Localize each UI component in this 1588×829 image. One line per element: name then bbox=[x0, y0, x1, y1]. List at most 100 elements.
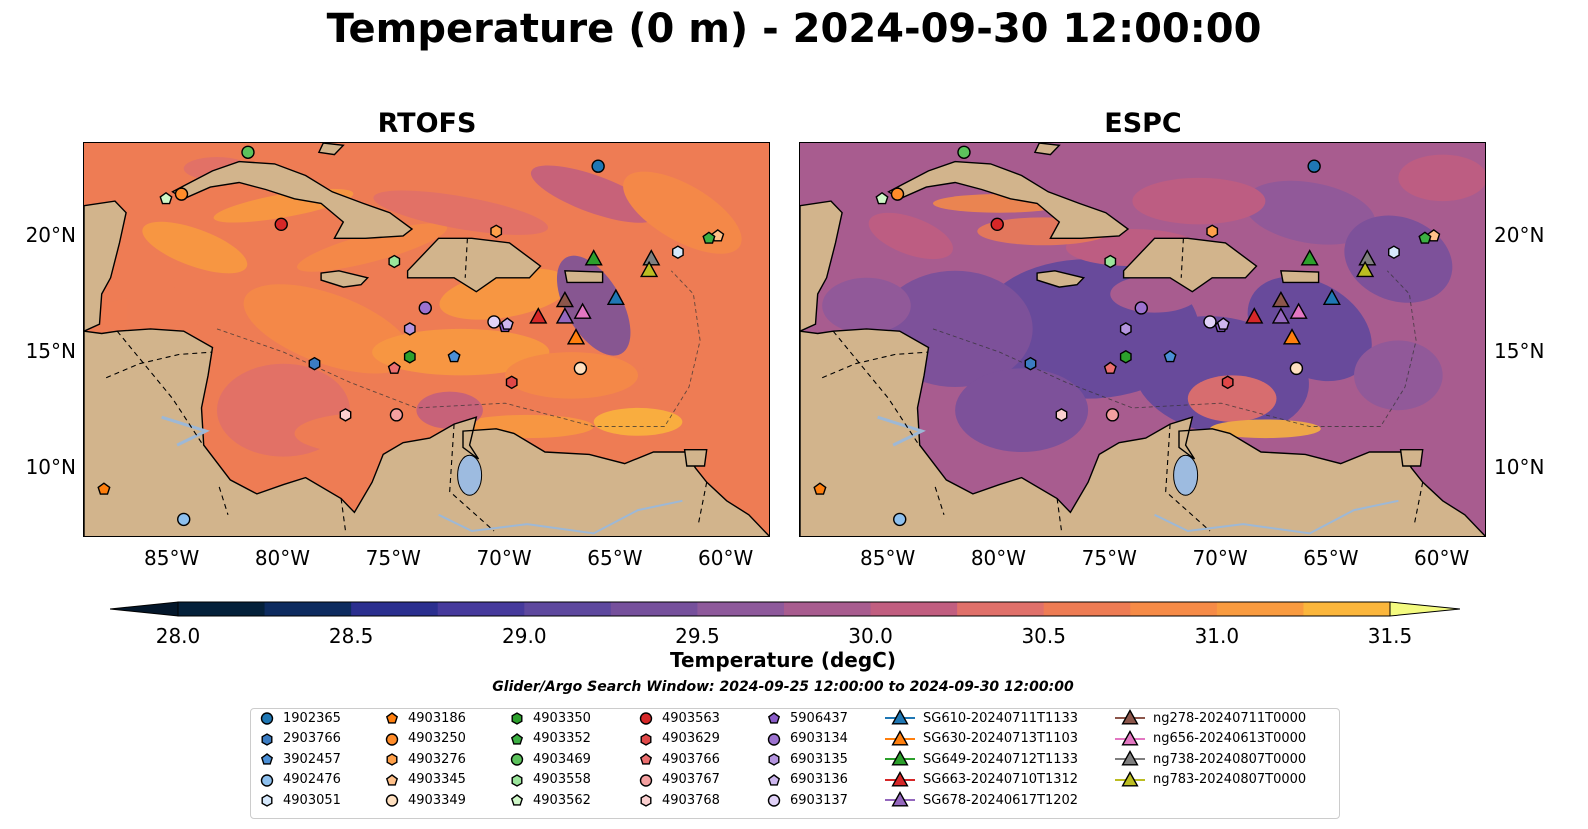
legend-marker-pentagon bbox=[767, 773, 781, 786]
marker-ng738-20240807T0000 bbox=[1358, 249, 1377, 266]
colorbar-segment bbox=[610, 602, 698, 616]
country-border bbox=[832, 330, 918, 444]
legend-marker-hexagon bbox=[768, 753, 780, 766]
marker-4903558 bbox=[388, 254, 401, 269]
legend-item: 4903345 bbox=[384, 770, 466, 790]
lon-tick-label: 60°W bbox=[1414, 546, 1470, 570]
legend-marker-triangle bbox=[1115, 709, 1145, 725]
colorbar-segment bbox=[524, 602, 612, 616]
legend-item-label: 4903349 bbox=[408, 792, 466, 808]
marker-ng783-20240807T0000 bbox=[1356, 260, 1375, 278]
legend-item-label: 4903629 bbox=[662, 731, 720, 746]
marker-2903766 bbox=[308, 356, 321, 371]
lat-tick-label: 10°N bbox=[1494, 455, 1545, 480]
colorbar bbox=[110, 601, 1460, 617]
marker-4903562 bbox=[159, 191, 173, 205]
marker-4903051 bbox=[1388, 245, 1400, 260]
lat-tick-label: 15°N bbox=[1494, 339, 1545, 364]
legend-marker-circle bbox=[510, 753, 524, 766]
marker-4903469 bbox=[957, 145, 971, 159]
legend-item: 5906437 bbox=[766, 708, 848, 728]
marker-ng656-20240613T0000 bbox=[573, 302, 592, 319]
legend-marker-circle bbox=[639, 773, 653, 787]
marker-4903352 bbox=[702, 231, 716, 244]
river bbox=[1154, 499, 1399, 535]
legend-item: 4903767 bbox=[638, 770, 720, 790]
marker-1902365 bbox=[591, 159, 605, 173]
marker-4903766 bbox=[1103, 361, 1117, 374]
marker-ng278-20240711T0000 bbox=[1271, 290, 1290, 308]
marker-4903186 bbox=[97, 482, 111, 495]
marker-ng783-20240807T0000 bbox=[640, 260, 659, 278]
legend-item: 4903352 bbox=[509, 729, 591, 749]
legend-item-label: SG630-20240713T1103 bbox=[923, 731, 1079, 746]
map-panel-rtofs[interactable] bbox=[83, 142, 770, 537]
marker-4903766 bbox=[387, 361, 401, 374]
land-yucatan bbox=[84, 200, 127, 332]
legend-item: 4903558 bbox=[509, 770, 591, 790]
legend-item: 4903186 bbox=[384, 708, 466, 728]
country-border bbox=[218, 486, 229, 515]
colorbar-segment bbox=[437, 602, 525, 616]
lon-tick-label: 80°W bbox=[970, 546, 1027, 570]
marker-4903558 bbox=[1104, 254, 1117, 269]
legend-item: 6903136 bbox=[766, 770, 848, 790]
land-hispaniola bbox=[1122, 237, 1258, 293]
legend-marker-circle bbox=[639, 712, 653, 725]
lat-tick-label: 10°N bbox=[25, 455, 76, 480]
panel-title-espc: ESPC bbox=[1104, 108, 1182, 139]
legend-item: 1902365 bbox=[259, 708, 341, 728]
legend-marker-circle bbox=[385, 732, 399, 746]
lon-tick-label: 80°W bbox=[254, 546, 311, 570]
legend-marker-circle bbox=[260, 712, 274, 725]
marker-4903768 bbox=[339, 408, 352, 422]
marker-6903136 bbox=[500, 317, 514, 330]
legend-marker-triangle bbox=[885, 729, 915, 746]
marker-ng738-20240807T0000 bbox=[642, 249, 661, 266]
lake-nicaragua bbox=[877, 415, 926, 447]
legend-item-label: SG610-20240711T1133 bbox=[923, 710, 1079, 726]
legend-marker-pentagon bbox=[385, 712, 399, 724]
marker-2903766 bbox=[1024, 356, 1037, 371]
legend-marker-triangle bbox=[885, 791, 915, 807]
lon-tick-label: 75°W bbox=[365, 546, 421, 570]
country-border bbox=[1165, 424, 1211, 532]
marker-4903276 bbox=[490, 224, 503, 239]
legend-item: SG663-20240710T1312 bbox=[885, 770, 1078, 790]
map-panel-espc[interactable] bbox=[799, 142, 1486, 537]
river bbox=[438, 499, 683, 535]
marker-SG663-20240710T1312 bbox=[529, 307, 548, 324]
marker-4903562 bbox=[875, 191, 889, 205]
legend-item-label: 4902476 bbox=[283, 772, 341, 787]
marker-4903768 bbox=[1055, 408, 1068, 422]
lake-nicaragua bbox=[161, 415, 210, 447]
legend-item: ng738-20240807T0000 bbox=[1115, 749, 1306, 769]
legend-marker-hexagon bbox=[640, 794, 652, 807]
marker-6903137 bbox=[487, 315, 501, 329]
legend-marker-hexagon bbox=[261, 732, 273, 746]
country-border bbox=[464, 238, 468, 278]
country-border bbox=[697, 482, 708, 527]
land-jamaica bbox=[1036, 270, 1086, 288]
legend-marker-triangle bbox=[885, 770, 915, 787]
marker-SG678-20240617T1202 bbox=[1271, 307, 1290, 324]
colorbar-segment bbox=[1216, 602, 1304, 616]
land-puerto bbox=[1280, 270, 1320, 284]
legend-item-label: 4903345 bbox=[408, 772, 466, 787]
legend-item: SG630-20240713T1103 bbox=[885, 729, 1078, 749]
colorbar-tick-label: 28.5 bbox=[328, 624, 374, 648]
legend-item-label: SG663-20240710T1312 bbox=[923, 772, 1079, 787]
colorbar-extend-low bbox=[110, 601, 179, 617]
legend-item-label: SG678-20240617T1202 bbox=[923, 792, 1079, 808]
country-border bbox=[934, 486, 945, 515]
colorbar-segment bbox=[1303, 602, 1391, 616]
legend-item-label: 6903134 bbox=[790, 731, 848, 746]
marker-6903134 bbox=[1134, 301, 1148, 315]
legend-marker-circle bbox=[385, 794, 399, 807]
marker-4903349 bbox=[1289, 361, 1304, 376]
legend-item-label: 4903767 bbox=[662, 772, 720, 787]
colorbar-tick-label: 29.0 bbox=[502, 624, 547, 648]
lake-maracaibo bbox=[1173, 454, 1199, 496]
legend-item: ng278-20240711T0000 bbox=[1115, 708, 1306, 728]
marker-ng278-20240711T0000 bbox=[555, 290, 574, 308]
